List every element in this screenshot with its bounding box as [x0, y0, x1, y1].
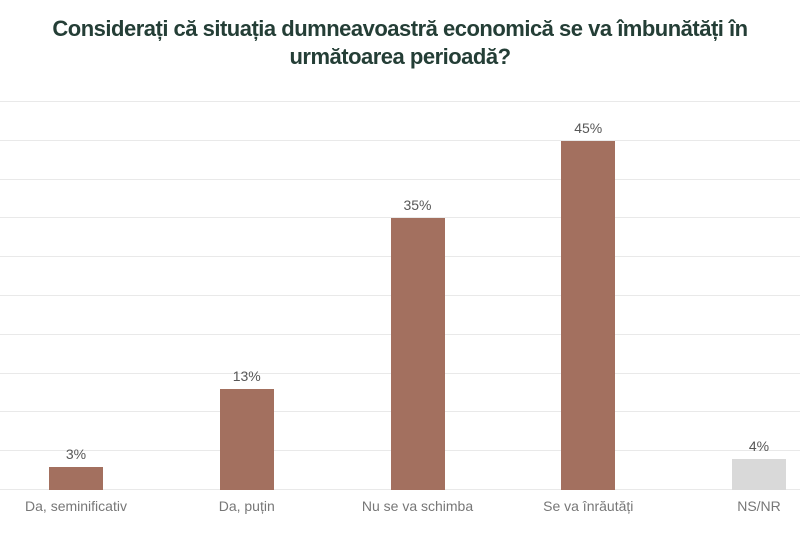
category-label-4: NS/NR	[737, 498, 781, 514]
bar-4	[732, 459, 786, 490]
chart-title-line-1: Considerați că situația dumneavoastră ec…	[52, 16, 748, 41]
bar-value-label-4: 4%	[748, 438, 770, 454]
bar-3	[561, 141, 616, 490]
bar-value-label-2: 35%	[403, 197, 432, 213]
bar-value-label-0: 3%	[65, 446, 87, 462]
category-label-3: Se va înrăutăți	[543, 498, 634, 514]
bar-value-label-1: 13%	[232, 368, 261, 384]
gridline-50	[0, 101, 800, 102]
chart-title: Considerați că situația dumneavoastră ec…	[0, 15, 800, 71]
bar-value-label-3: 45%	[574, 120, 603, 136]
bar-0	[49, 467, 103, 490]
chart-title-line-2: următoarea perioadă?	[289, 44, 511, 69]
category-label-1: Da, puțin	[218, 498, 275, 514]
category-label-2: Nu se va schimba	[361, 498, 474, 514]
gridline-45	[0, 139, 800, 141]
bar-1	[219, 389, 274, 490]
bar-2	[390, 218, 445, 490]
category-label-0: Da, seminificativ	[25, 498, 127, 514]
gridline-35	[0, 217, 800, 219]
gridline-40	[0, 178, 800, 180]
